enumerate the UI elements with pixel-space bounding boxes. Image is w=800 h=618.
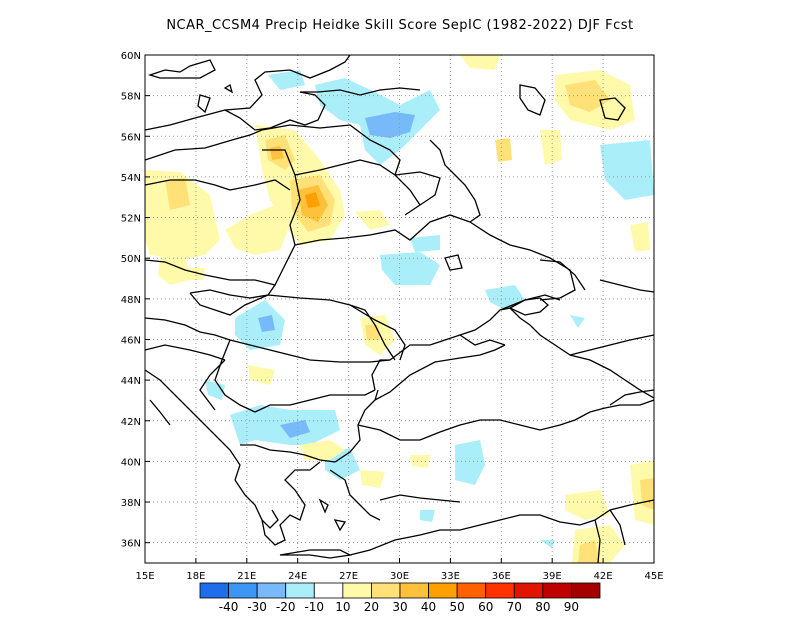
colorbar-label: 40: [421, 600, 436, 614]
y-tick-label: 56N: [121, 132, 141, 143]
colorbar-swatch: [542, 582, 572, 599]
colorbar-swatch: [371, 582, 401, 599]
colorbar-swatch: [313, 582, 344, 599]
y-tick-label: 54N: [121, 173, 141, 184]
colorbar-label: -20: [276, 600, 296, 614]
colorbar-label: 80: [535, 600, 550, 614]
y-tick-label: 52N: [121, 214, 141, 225]
y-tick-label: 48N: [121, 295, 141, 306]
map-gridlines: [145, 55, 654, 563]
very-high-positive-patches: [305, 192, 320, 208]
y-tick-label: 58N: [121, 92, 141, 103]
x-axis-ticks: 15E 18E 21E 24E 27E 30E 33E 36E 39E 42E 45E: [135, 558, 664, 582]
colorbar-swatch: [485, 582, 515, 599]
colorbar-swatch: [428, 582, 458, 599]
x-tick-label: 24E: [288, 571, 307, 582]
y-tick-label: 36N: [121, 539, 141, 550]
colorbar-label: -10: [304, 600, 324, 614]
y-tick-label: 38N: [121, 498, 141, 509]
y-tick-label: 46N: [121, 335, 141, 346]
colorbar-swatch: [456, 582, 487, 599]
colorbar-swatch: [342, 582, 372, 599]
x-tick-label: 27E: [339, 571, 358, 582]
colorbar-label: 30: [392, 600, 407, 614]
colorbar-label: 90: [564, 600, 579, 614]
y-tick-label: 60N: [121, 51, 141, 62]
colorbar-swatch: [228, 582, 258, 599]
colorbar-swatch: [285, 582, 315, 599]
colorbar: -40 -30 -20 -10 10 20 30 40 50 60 70 80 90: [199, 582, 601, 614]
chart-title: NCAR_CCSM4 Precip Heidke Skill Score Sep…: [166, 18, 634, 33]
y-tick-label: 44N: [121, 376, 141, 387]
x-tick-label: 21E: [237, 571, 256, 582]
strong-negative-patches: [258, 112, 415, 438]
x-tick-label: 18E: [186, 571, 205, 582]
y-tick-label: 50N: [121, 254, 141, 265]
colorbar-label: 20: [364, 600, 379, 614]
x-tick-label: 33E: [441, 571, 460, 582]
colorbar-swatch: [199, 582, 229, 599]
colorbar-label: 60: [478, 600, 493, 614]
x-tick-label: 36E: [492, 571, 511, 582]
colorbar-label: 10: [335, 600, 350, 614]
y-tick-label: 42N: [121, 417, 141, 428]
x-tick-label: 15E: [135, 571, 154, 582]
coastlines-and-borders: [145, 55, 654, 563]
x-tick-label: 30E: [390, 571, 409, 582]
y-tick-label: 40N: [121, 457, 141, 468]
colorbar-label: -40: [219, 600, 239, 614]
skill-shading-layer: [145, 55, 654, 563]
colorbar-label: 50: [450, 600, 465, 614]
colorbar-swatch: [571, 582, 601, 599]
colorbar-swatch: [513, 582, 544, 599]
colorbar-label: -30: [247, 600, 267, 614]
x-tick-label: 39E: [543, 571, 562, 582]
x-tick-label: 45E: [644, 571, 663, 582]
y-axis-ticks: 36N 38N 40N 42N 44N 46N 48N 50N 52N 54N 56N 58N 60N: [121, 51, 150, 550]
x-tick-label: 42E: [594, 571, 613, 582]
colorbar-swatch: [256, 582, 287, 599]
colorbar-label: 70: [507, 600, 522, 614]
colorbar-swatch: [399, 582, 429, 599]
